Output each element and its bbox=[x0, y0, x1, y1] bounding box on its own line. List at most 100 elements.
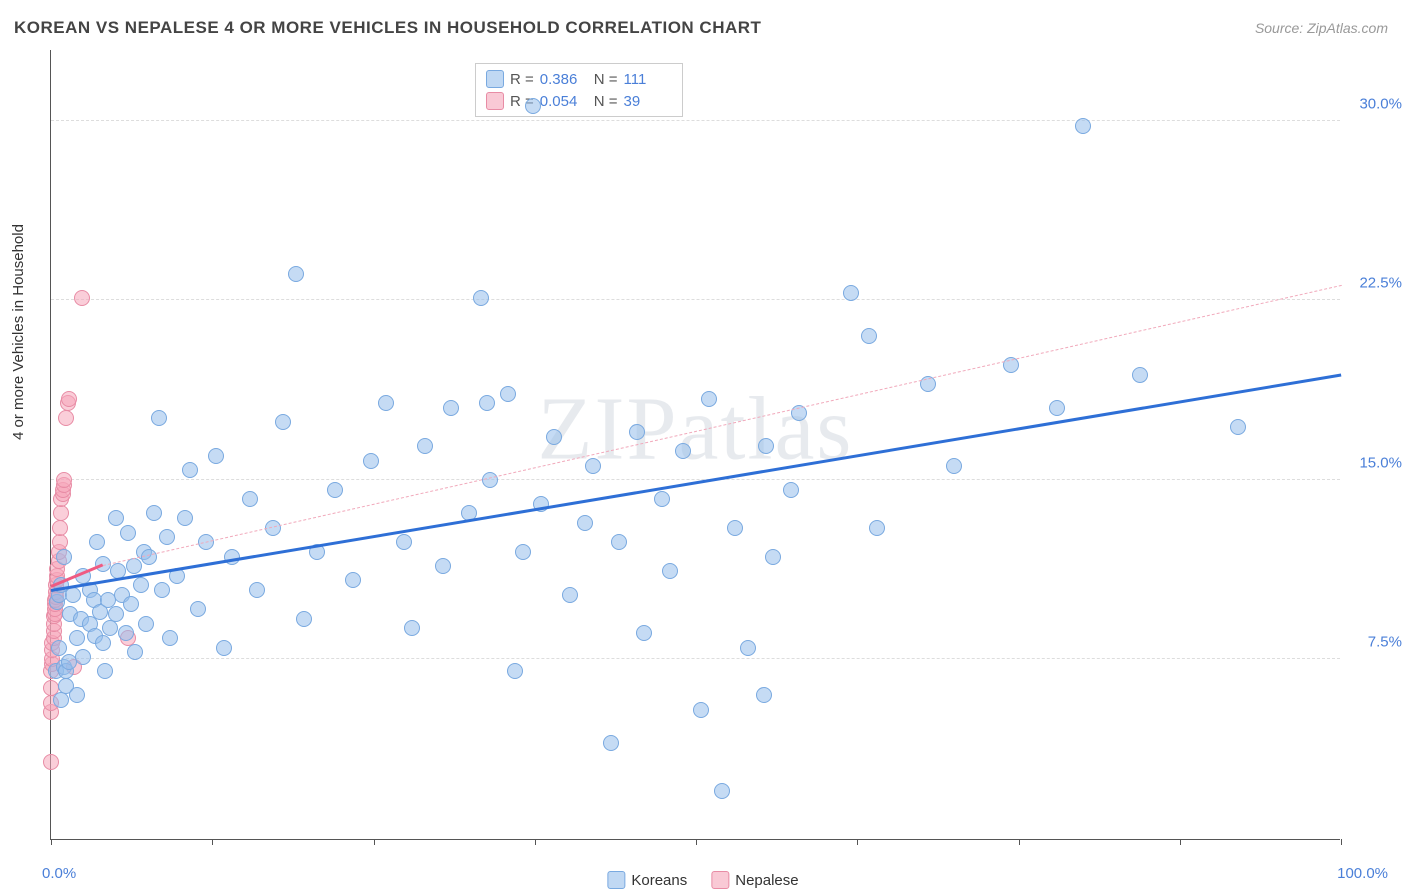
scatter-point-korean bbox=[154, 582, 170, 598]
y-tick-label: 30.0% bbox=[1359, 95, 1402, 112]
scatter-point-korean bbox=[1230, 419, 1246, 435]
x-tick bbox=[51, 839, 52, 845]
scatter-point-korean bbox=[577, 515, 593, 531]
scatter-point-nepalese bbox=[53, 505, 69, 521]
gridline bbox=[51, 120, 1340, 121]
scatter-point-korean bbox=[507, 663, 523, 679]
x-tick bbox=[1180, 839, 1181, 845]
legend-nepalese-label: Nepalese bbox=[735, 872, 798, 889]
x-tick bbox=[1019, 839, 1020, 845]
scatter-point-korean bbox=[97, 663, 113, 679]
scatter-point-korean bbox=[95, 635, 111, 651]
scatter-point-korean bbox=[108, 606, 124, 622]
scatter-point-korean bbox=[701, 391, 717, 407]
scatter-point-korean bbox=[69, 687, 85, 703]
x-axis-min-label: 0.0% bbox=[42, 865, 76, 882]
scatter-point-korean bbox=[146, 505, 162, 521]
scatter-point-korean bbox=[473, 290, 489, 306]
chart-title: KOREAN VS NEPALESE 4 OR MORE VEHICLES IN… bbox=[14, 18, 761, 38]
scatter-point-korean bbox=[118, 625, 134, 641]
y-axis-title: 4 or more Vehicles in Household bbox=[10, 224, 27, 440]
scatter-point-korean bbox=[515, 544, 531, 560]
x-tick bbox=[374, 839, 375, 845]
stats-row-korean: R = 0.386 N = 111 bbox=[486, 68, 672, 90]
scatter-point-korean bbox=[525, 98, 541, 114]
scatter-point-korean bbox=[629, 424, 645, 440]
scatter-point-korean bbox=[108, 510, 124, 526]
scatter-point-korean bbox=[1132, 367, 1148, 383]
nepalese-r-value: 0.054 bbox=[540, 93, 588, 110]
nepalese-n-value: 39 bbox=[624, 93, 672, 110]
scatter-point-korean bbox=[727, 520, 743, 536]
scatter-point-nepalese bbox=[56, 472, 72, 488]
x-tick bbox=[212, 839, 213, 845]
stats-legend: R = 0.386 N = 111 R = 0.054 N = 39 bbox=[475, 63, 683, 117]
n-label: N = bbox=[594, 93, 618, 110]
swatch-nepalese-icon bbox=[711, 871, 729, 889]
korean-r-value: 0.386 bbox=[540, 71, 588, 88]
x-tick bbox=[535, 839, 536, 845]
scatter-point-nepalese bbox=[58, 410, 74, 426]
stats-row-nepalese: R = 0.054 N = 39 bbox=[486, 90, 672, 112]
scatter-point-korean bbox=[861, 328, 877, 344]
scatter-point-korean bbox=[133, 577, 149, 593]
legend-item-korean: Koreans bbox=[607, 871, 687, 889]
r-label: R = bbox=[510, 71, 534, 88]
scatter-point-korean bbox=[75, 649, 91, 665]
x-tick bbox=[1341, 839, 1342, 845]
scatter-point-korean bbox=[1049, 400, 1065, 416]
source-attribution: Source: ZipAtlas.com bbox=[1255, 20, 1388, 36]
y-tick-label: 7.5% bbox=[1368, 634, 1402, 651]
x-tick bbox=[696, 839, 697, 845]
swatch-korean-icon bbox=[486, 70, 504, 88]
scatter-point-korean bbox=[123, 596, 139, 612]
scatter-point-korean bbox=[127, 644, 143, 660]
plot-area: ZIPatlas R = 0.386 N = 111 R = 0.054 N =… bbox=[50, 50, 1340, 840]
scatter-point-korean bbox=[636, 625, 652, 641]
scatter-point-korean bbox=[345, 572, 361, 588]
scatter-point-korean bbox=[946, 458, 962, 474]
scatter-point-korean bbox=[126, 558, 142, 574]
scatter-point-korean bbox=[138, 616, 154, 632]
scatter-point-korean bbox=[611, 534, 627, 550]
scatter-point-korean bbox=[482, 472, 498, 488]
gridline bbox=[51, 299, 1340, 300]
x-tick bbox=[857, 839, 858, 845]
scatter-point-korean bbox=[378, 395, 394, 411]
scatter-point-korean bbox=[182, 462, 198, 478]
scatter-point-korean bbox=[758, 438, 774, 454]
scatter-point-korean bbox=[327, 482, 343, 498]
scatter-point-korean bbox=[479, 395, 495, 411]
scatter-point-korean bbox=[53, 692, 69, 708]
scatter-point-korean bbox=[675, 443, 691, 459]
scatter-point-korean bbox=[740, 640, 756, 656]
scatter-point-korean bbox=[51, 640, 67, 656]
n-label: N = bbox=[594, 71, 618, 88]
scatter-point-korean bbox=[151, 410, 167, 426]
bottom-legend: Koreans Nepalese bbox=[607, 871, 798, 889]
scatter-point-korean bbox=[89, 534, 105, 550]
scatter-point-korean bbox=[162, 630, 178, 646]
scatter-point-nepalese bbox=[74, 290, 90, 306]
scatter-point-korean bbox=[756, 687, 772, 703]
legend-korean-label: Koreans bbox=[631, 872, 687, 889]
scatter-point-nepalese bbox=[61, 391, 77, 407]
scatter-point-korean bbox=[443, 400, 459, 416]
scatter-point-korean bbox=[546, 429, 562, 445]
scatter-point-korean bbox=[216, 640, 232, 656]
scatter-point-nepalese bbox=[43, 754, 59, 770]
scatter-point-korean bbox=[177, 510, 193, 526]
scatter-point-korean bbox=[396, 534, 412, 550]
swatch-nepalese-icon bbox=[486, 92, 504, 110]
scatter-point-korean bbox=[275, 414, 291, 430]
scatter-point-korean bbox=[249, 582, 265, 598]
scatter-point-korean bbox=[363, 453, 379, 469]
y-tick-label: 15.0% bbox=[1359, 454, 1402, 471]
scatter-point-korean bbox=[765, 549, 781, 565]
scatter-point-korean bbox=[603, 735, 619, 751]
scatter-point-korean bbox=[120, 525, 136, 541]
scatter-point-korean bbox=[869, 520, 885, 536]
scatter-point-korean bbox=[843, 285, 859, 301]
scatter-point-korean bbox=[242, 491, 258, 507]
chart-container: KOREAN VS NEPALESE 4 OR MORE VEHICLES IN… bbox=[0, 0, 1406, 892]
